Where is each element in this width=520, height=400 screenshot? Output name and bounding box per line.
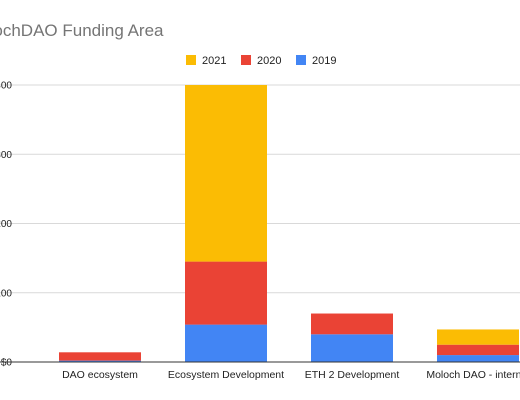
bars: [59, 85, 519, 362]
x-tick-label: ETH 2 Development: [305, 369, 400, 381]
legend-swatch-2020: [241, 55, 251, 65]
bar-2020-1: [185, 261, 267, 325]
x-axis: DAO ecosystem Ecosystem Development ETH 2 …: [0, 361, 520, 381]
legend-swatch-2021: [186, 55, 196, 65]
x-tick-label: Moloch DAO - internal: [426, 369, 520, 381]
bar-2019-2: [311, 334, 393, 362]
y-tick-label: $100: [0, 288, 12, 299]
bar-2019-1: [185, 324, 267, 362]
bar-2019-0: [59, 360, 141, 362]
bar-2021-1: [185, 85, 267, 262]
y-tick-label: $0: [1, 358, 13, 369]
bar-2020-3: [437, 344, 519, 356]
y-axis: $0 $100 $200 $300 $400: [0, 81, 12, 369]
y-tick-label: $200: [0, 219, 12, 230]
bar-2019-3: [437, 355, 519, 362]
legend-swatch-2019: [296, 55, 306, 65]
y-tick-label: $300: [0, 150, 12, 161]
bar-2020-2: [311, 313, 393, 335]
y-tick-label: $400: [0, 81, 12, 92]
bar-2020-0: [59, 352, 141, 361]
x-tick-label: Ecosystem Development: [168, 369, 284, 381]
legend: 2021 2020 2019: [186, 55, 336, 67]
legend-label-2019: 2019: [312, 55, 336, 67]
bar-2021-3: [437, 329, 519, 345]
x-tick-label: DAO ecosystem: [62, 369, 138, 381]
legend-label-2021: 2021: [202, 55, 226, 67]
legend-label-2020: 2020: [257, 55, 281, 67]
